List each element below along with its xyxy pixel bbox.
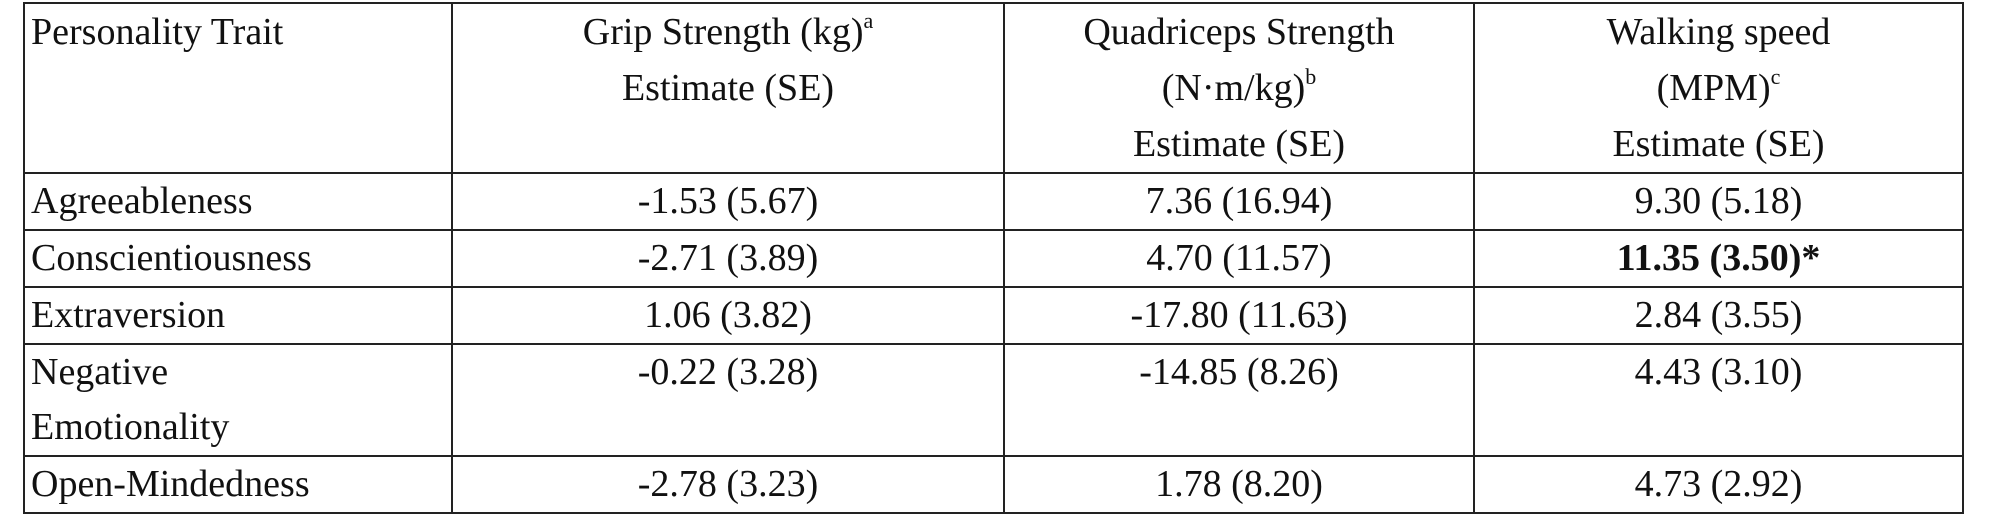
table-row: Negative Emotionality -0.22 (3.28) -14.85 … (23, 343, 1964, 457)
estimate-cell: 1.78 (8.20) (1003, 455, 1475, 514)
header-row: Personality Trait Grip Strength (kg)a Esti… (23, 2, 1964, 174)
cell-text: Conscientiousness (31, 237, 312, 279)
header-line: Estimate (SE) (1481, 116, 1956, 172)
cell-text: 11.35 (3.50)* (1616, 237, 1821, 279)
cell-text: 9.30 (5.18) (1634, 180, 1803, 222)
cell-text: -2.78 (3.23) (637, 463, 819, 505)
estimate-cell: -1.53 (5.67) (451, 172, 1005, 231)
cell-text: -1.53 (5.67) (637, 180, 819, 222)
cell-text: 4.73 (2.92) (1634, 463, 1803, 505)
table-row: Conscientiousness -2.71 (3.89) 4.70 (11.57… (23, 229, 1964, 288)
table-body: Agreeableness -1.53 (5.67) 7.36 (16.94) 9.3… (23, 172, 1964, 514)
estimate-cell: 9.30 (5.18) (1473, 172, 1964, 231)
table-row: Open-Mindedness -2.78 (3.23) 1.78 (8.20) 4.… (23, 455, 1964, 514)
header-text: (N·m/kg) (1161, 67, 1306, 109)
estimate-cell: -2.71 (3.89) (451, 229, 1005, 288)
cell-text: 4.70 (11.57) (1146, 237, 1332, 279)
footnote-mark: a (863, 8, 874, 33)
footnote-mark: c (1770, 64, 1781, 89)
cell-text: -17.80 (11.63) (1130, 294, 1348, 336)
cell-text: Open-Mindedness (31, 463, 310, 505)
header-line: Estimate (SE) (1011, 116, 1467, 172)
cell-text: Negative Emotionality (31, 351, 230, 448)
cell-text: -0.22 (3.28) (637, 351, 819, 393)
header-line: Quadriceps Strength (1011, 4, 1467, 60)
estimate-cell: 7.36 (16.94) (1003, 172, 1475, 231)
header-text: Walking speed (1606, 11, 1831, 53)
estimate-cell: 11.35 (3.50)* (1473, 229, 1964, 288)
row-label: Conscientiousness (23, 229, 453, 288)
header-text: (MPM) (1656, 67, 1771, 109)
header-cell: Personality Trait (23, 2, 453, 174)
header-line: Estimate (SE) (459, 60, 997, 116)
results-table: Personality Trait Grip Strength (kg)a Esti… (23, 2, 1964, 514)
estimate-cell: -2.78 (3.23) (451, 455, 1005, 514)
cell-text: Extraversion (31, 294, 226, 336)
header-cell: Grip Strength (kg)a Estimate (SE) (451, 2, 1005, 174)
row-label: Negative Emotionality (23, 343, 453, 457)
cell-text: 2.84 (3.55) (1634, 294, 1803, 336)
cell-text: Agreeableness (31, 180, 253, 222)
table-row: Agreeableness -1.53 (5.67) 7.36 (16.94) 9.3… (23, 172, 1964, 231)
estimate-cell: 4.73 (2.92) (1473, 455, 1964, 514)
estimate-cell: 4.43 (3.10) (1473, 343, 1964, 457)
table-row: Extraversion 1.06 (3.82) -17.80 (11.63) 2.8… (23, 286, 1964, 345)
header-text: Quadriceps Strength (1083, 11, 1395, 53)
cell-text: 1.78 (8.20) (1155, 463, 1323, 505)
estimate-cell: 1.06 (3.82) (451, 286, 1005, 345)
header-line: (N·m/kg)b (1011, 60, 1467, 116)
row-label: Agreeableness (23, 172, 453, 231)
header-text: Estimate (SE) (1612, 123, 1825, 165)
estimate-cell: -17.80 (11.63) (1003, 286, 1475, 345)
header-cell: Walking speed (MPM)c Estimate (SE) (1473, 2, 1964, 174)
cell-text: 4.43 (3.10) (1634, 351, 1803, 393)
header-text: Grip Strength (kg) (582, 11, 864, 53)
header-line: (MPM)c (1481, 60, 1956, 116)
cell-text: -2.71 (3.89) (637, 237, 819, 279)
row-label: Open-Mindedness (23, 455, 453, 514)
header-text: Estimate (SE) (621, 67, 835, 109)
header-cell: Quadriceps Strength (N·m/kg)b Estimate (SE… (1003, 2, 1475, 174)
header-text: Personality Trait (31, 11, 284, 53)
estimate-cell: 4.70 (11.57) (1003, 229, 1475, 288)
header-line: Walking speed (1481, 4, 1956, 60)
footnote-mark: b (1305, 64, 1317, 89)
cell-text: 7.36 (16.94) (1145, 180, 1333, 222)
row-label: Extraversion (23, 286, 453, 345)
cell-text: -14.85 (8.26) (1139, 351, 1339, 393)
header-line: Grip Strength (kg)a (459, 4, 997, 60)
cell-text: 1.06 (3.82) (644, 294, 812, 336)
estimate-cell: 2.84 (3.55) (1473, 286, 1964, 345)
header-line: Personality Trait (31, 4, 445, 60)
estimate-cell: -0.22 (3.28) (451, 343, 1005, 457)
estimate-cell: -14.85 (8.26) (1003, 343, 1475, 457)
header-text: Estimate (SE) (1132, 123, 1346, 165)
